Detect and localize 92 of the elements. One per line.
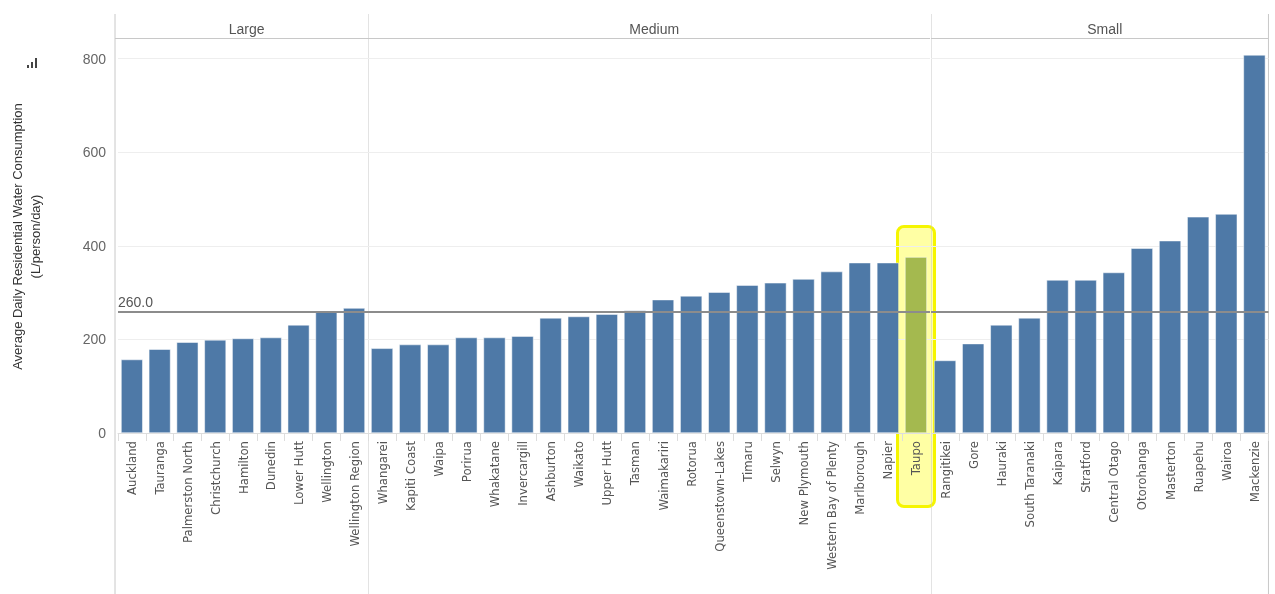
bar (343, 308, 365, 433)
bar (1046, 280, 1069, 433)
y-tick-label: 200 (82, 331, 107, 348)
chart-title: Medium (629, 21, 680, 37)
bar (539, 317, 562, 433)
x-tick-label: Tasman (627, 441, 643, 487)
bar (315, 311, 338, 433)
y-tick-label: 800 (82, 50, 107, 67)
x-tick-label: Selwyn (768, 441, 784, 483)
x-tick-label: Western Bay of Plenty (824, 440, 840, 570)
x-tick-label: Waipa (430, 441, 446, 477)
y-axis-title: Average Daily Residential Water Consumption (L/person/day) (9, 103, 43, 370)
bar (989, 324, 1012, 433)
bar (933, 360, 956, 433)
x-tick-label: Rangitikei (937, 441, 953, 499)
bar (371, 348, 394, 433)
y-tick-label: 0 (98, 425, 107, 441)
x-tick-label: Upper Hutt (599, 440, 615, 506)
bar (121, 359, 143, 433)
x-tick-label: Waimakariri (655, 441, 671, 511)
chart-title: Small (1086, 21, 1122, 37)
x-tick-label: Mackenzie (1246, 441, 1262, 503)
x-tick-label: Palmerston North (179, 441, 195, 543)
bar (820, 271, 843, 433)
bar (483, 337, 506, 433)
x-tick-label: Gore (965, 441, 981, 469)
x-tick-label: New Plymouth (796, 441, 812, 526)
x-tick-label: Invercargill (515, 441, 531, 506)
x-tick-label: Timaru (739, 441, 755, 483)
x-tick-label: Rotorua (683, 441, 699, 487)
bar (1214, 214, 1237, 433)
bar (595, 314, 618, 433)
x-tick-label: Christchurch (207, 441, 223, 515)
x-tick-label: Kaipara (1049, 441, 1065, 486)
bar (905, 257, 927, 433)
bar (176, 342, 199, 433)
x-tick-label: Otorohanga (1133, 441, 1149, 511)
x-tick-label: Porirua (458, 441, 474, 483)
bar (567, 316, 590, 433)
bar (624, 310, 646, 433)
x-tick-label: Central Otago (1105, 441, 1121, 523)
x-tick-label: Stratford (1077, 441, 1093, 493)
x-tick-label: Wellington (318, 441, 334, 503)
bar (1130, 248, 1153, 433)
x-tick-label: Whangarei (374, 441, 390, 505)
x-tick-label: Waikato (571, 441, 587, 488)
x-tick-label: Hamilton (235, 441, 251, 495)
x-tick-label: Whakatane (487, 441, 503, 508)
bar (1186, 216, 1209, 433)
x-tick-label: Queenstown-Lakes (711, 441, 727, 552)
bar (204, 339, 227, 433)
bar (1074, 280, 1097, 433)
bar (511, 336, 534, 433)
ref-line-label: 260.0 (118, 294, 154, 311)
x-tick-label: Marlborough (852, 441, 868, 515)
bar (848, 262, 871, 433)
x-tick-label: Dunedin (263, 441, 279, 491)
x-tick-label: Auckland (124, 441, 140, 495)
x-tick-label: Taupo (908, 441, 924, 477)
bar (287, 324, 310, 433)
bar (455, 337, 478, 433)
chart-title: Large (228, 21, 265, 37)
bar (1017, 317, 1040, 433)
x-tick-label: Wairoa (1218, 441, 1234, 481)
x-tick-label: Wellington Region (346, 441, 362, 547)
bar (1158, 240, 1181, 433)
bar (708, 292, 731, 433)
bar (427, 344, 450, 433)
bar (652, 299, 675, 433)
bar (399, 344, 422, 433)
x-tick-label: Hauraki (993, 441, 1009, 487)
bar (1242, 54, 1265, 433)
bar (1102, 272, 1125, 433)
x-tick-label: Tauranga (152, 441, 168, 496)
y-tick-label: 600 (82, 144, 107, 161)
bar (764, 282, 787, 433)
x-tick-label: Kapiti Coast (402, 440, 418, 511)
bar (232, 338, 254, 433)
bar (680, 295, 703, 433)
bar (961, 343, 984, 433)
bar (148, 349, 171, 433)
bar (792, 279, 815, 433)
bar (259, 337, 282, 433)
x-tick-label: South Taranaki (1021, 441, 1037, 528)
x-tick-label: Ashburton (543, 441, 559, 502)
bar (736, 285, 759, 433)
x-tick-label: Masterton (1162, 441, 1178, 501)
y-tick-label: 400 (82, 237, 107, 254)
x-tick-label: Napier (880, 440, 896, 480)
x-tick-label: Lower Hutt (291, 440, 307, 506)
bar (876, 262, 899, 433)
x-tick-label: Ruapehu (1190, 441, 1206, 493)
